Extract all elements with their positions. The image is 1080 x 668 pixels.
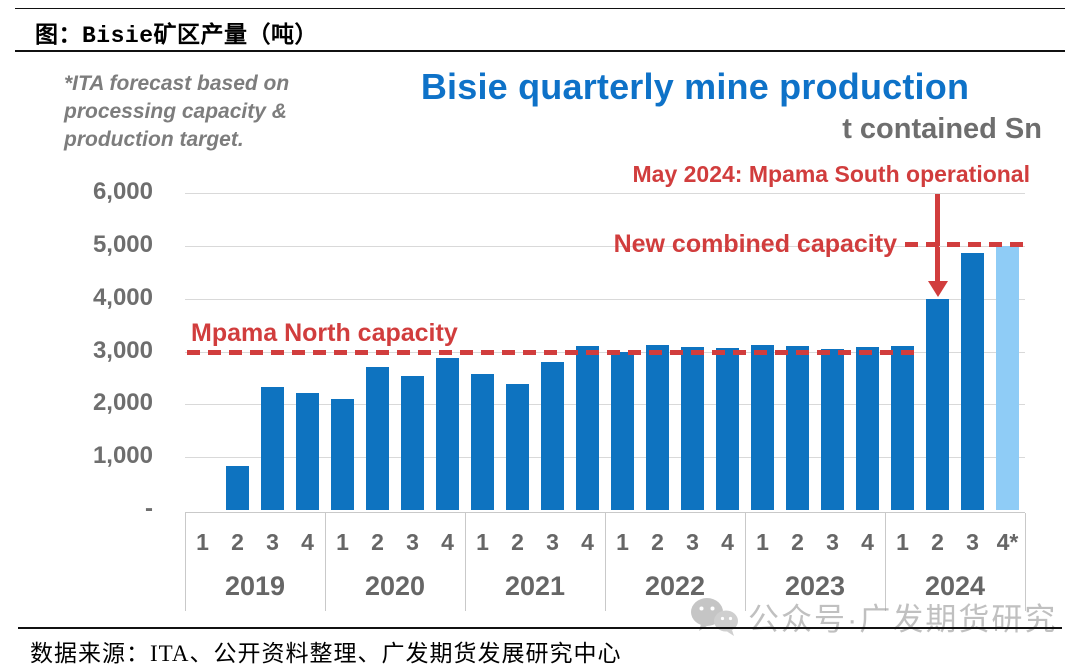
year-label-2020: 2020 [364,571,426,601]
gridline-1000 [185,457,1025,459]
year-separator [325,513,326,611]
bar-2021-q2 [506,384,529,510]
quarter-label-2021-3: 3 [546,529,559,555]
chart-unit-subtitle: t contained Sn [842,113,1042,145]
bar-2023-q3 [821,349,844,510]
quarter-label-2021-1: 1 [476,529,489,555]
gridline-6000 [185,193,1025,194]
top-rule [15,8,1065,9]
bar-2024-q4 [996,245,1019,510]
quarter-label-2022-4: 4 [721,529,734,555]
data-source-line: 数据来源：ITA、公开资料整理、广发期货发展研究中心 [30,641,622,666]
bar-2019-q2 [226,466,249,510]
bar-2024-q3 [961,252,984,510]
forecast-note: *ITA forecast based on processing capaci… [64,70,289,154]
y-tick-label-2000: 2,000 [92,389,153,417]
bar-2022-q1 [611,351,634,510]
quarter-label-2019-1: 1 [196,529,209,555]
bar-2020-q2 [366,367,389,510]
new-combined-capacity-label: New combined capacity [613,229,897,258]
plot-area: Mpama North capacity New combined capacit… [185,180,1025,510]
year-label-2023: 2023 [784,571,846,601]
gridline-2000 [185,404,1025,406]
bar-2021-q1 [471,373,494,510]
footer-rule [18,627,1062,629]
bar-2022-q2 [646,344,669,510]
event-annotation-text: Mpama South operational [742,161,1030,187]
forecast-note-line: *ITA forecast based on [64,72,290,95]
watermark-text: 公众号·广发期货研究 [748,602,1058,637]
bar-2021-q3 [541,361,564,510]
year-separator [465,513,466,611]
y-tick-label-4000: 4,000 [92,283,153,311]
wechat-icon [691,597,738,636]
bar-2024-q2 [926,298,949,510]
quarter-label-2023-4: 4 [861,529,874,555]
bar-2022-q3 [681,347,704,510]
annotation-arrow [935,194,940,282]
quarter-label-2024-3: 3 [966,529,979,555]
quarter-label-2024-1: 1 [896,529,909,555]
quarter-label-2024-4: 4* [996,529,1019,555]
gridline-4000 [185,298,1025,300]
quarter-label-2022-2: 2 [651,529,664,555]
new-combined-capacity-line [905,241,1025,247]
bar-2019-q4 [296,393,319,510]
quarter-label-2020-4: 4 [441,529,454,555]
bar-2024-q1 [891,346,914,510]
annotation-arrow-head-icon [928,281,948,297]
y-tick-label-6000: 6,000 [92,178,153,205]
quarter-label-2023-2: 2 [791,529,804,555]
year-separator [605,513,606,611]
year-label-2019: 2019 [224,571,286,601]
quarter-label-2023-3: 3 [826,529,839,555]
quarter-label-2019-3: 3 [266,529,279,555]
quarter-label-2020-1: 1 [336,529,349,555]
figure-caption: 图：Bisie矿区产量（吨） [35,23,319,49]
quarter-label-2022-1: 1 [616,529,629,555]
y-tick-label-3000: 3,000 [92,336,153,364]
mpama-north-capacity-line [187,349,917,355]
forecast-note-line: processing capacity & [64,100,287,123]
quarter-label-2020-2: 2 [371,529,384,555]
bar-2020-q4 [436,358,459,510]
bar-2019-q3 [261,387,284,510]
bar-2023-q2 [786,345,809,510]
y-tick-label-0: - [145,495,153,522]
bar-2021-q4 [576,346,599,510]
chart-title: Bisie quarterly mine production [420,66,970,107]
year-label-2022: 2022 [644,571,706,601]
mpama-north-capacity-label: Mpama North capacity [191,318,458,347]
forecast-note-line: production target. [64,128,244,151]
x-axis: 1 2 3 4 2019 1 2 3 4 2020 1 2 3 4 2021 1 2 3 4 2022 1 2 3 4 2023… [185,512,1026,611]
year-label-2024: 2024 [924,571,986,601]
year-label-2021: 2021 [504,571,566,601]
quarter-label-2021-2: 2 [511,529,524,555]
bar-2020-q3 [401,376,424,510]
year-separator [1025,513,1026,611]
year-separator [885,513,886,611]
year-separator [185,513,186,611]
quarter-label-2019-4: 4 [301,529,314,555]
bar-2023-q1 [751,344,774,510]
bar-2022-q4 [716,348,739,510]
quarter-label-2019-2: 2 [231,529,244,555]
quarter-label-2023-1: 1 [756,529,769,555]
year-separator [745,513,746,611]
event-annotation: May 2024: Mpama South operational [633,161,1031,188]
event-annotation-date: May 2024: [632,161,743,187]
quarter-label-2024-2: 2 [931,529,944,555]
quarter-label-2020-3: 3 [406,529,419,555]
y-tick-label-1000: 1,000 [92,442,153,470]
gridline-5000 [185,245,1025,247]
quarter-label-2021-4: 4 [581,529,594,555]
bar-2020-q1 [331,399,354,510]
bar-2023-q4 [856,347,879,510]
quarter-label-2022-3: 3 [686,529,699,555]
y-tick-label-5000: 5,000 [92,230,153,258]
watermark: 公众号·广发期货研究 [688,594,1057,639]
caption-rule [15,50,1065,52]
